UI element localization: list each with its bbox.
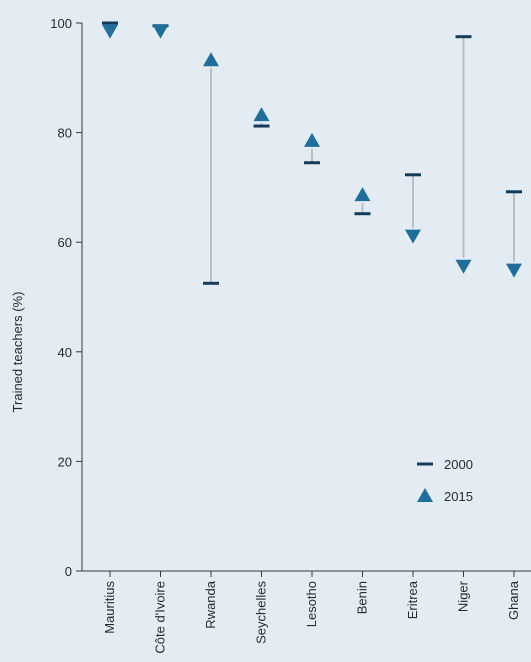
marker-2015	[253, 107, 270, 122]
marker-2015	[304, 132, 320, 147]
y-tick-label: 20	[58, 454, 72, 469]
x-tick-label: Niger	[456, 580, 471, 612]
axes	[81, 23, 531, 572]
y-axis-label: Trained teachers (%)	[10, 292, 25, 413]
marker-2015	[506, 263, 522, 278]
y-tick-label: 0	[65, 564, 72, 579]
y-ticks: 0 20 40 60 80 100	[50, 16, 82, 579]
marker-2015	[102, 24, 118, 39]
marker-2015	[405, 229, 421, 244]
legend-2015-marker	[417, 488, 433, 502]
x-tick-label: Eritrea	[405, 580, 420, 619]
y-tick-label: 100	[50, 16, 72, 31]
x-tick-label: Seychelles	[254, 581, 269, 644]
connector-lines	[210, 36, 515, 284]
x-tick-label: Benin	[355, 581, 370, 614]
x-tick-label: Mauritius	[102, 581, 117, 634]
series-2015-markers	[102, 24, 522, 278]
marker-2015	[152, 24, 169, 39]
marker-2015	[455, 259, 472, 274]
series-2000-markers	[102, 21, 522, 285]
marker-2015	[203, 52, 219, 67]
x-tick-label: Côte d'Ivoire	[153, 581, 168, 654]
x-tick-label: Lesotho	[304, 581, 319, 627]
x-tick-label: Ghana	[506, 580, 521, 620]
y-tick-label: 60	[58, 235, 72, 250]
x-tick-label: Rwanda	[203, 580, 218, 628]
y-tick-label: 40	[58, 345, 72, 360]
y-tick-label: 80	[58, 126, 72, 141]
legend-2000-label: 2000	[444, 457, 473, 472]
legend: 2000 2015	[417, 457, 473, 504]
legend-2015-label: 2015	[444, 489, 473, 504]
marker-2015	[354, 187, 371, 202]
x-ticks: Mauritius Côte d'Ivoire Rwanda Seychelles Le…	[102, 571, 521, 654]
